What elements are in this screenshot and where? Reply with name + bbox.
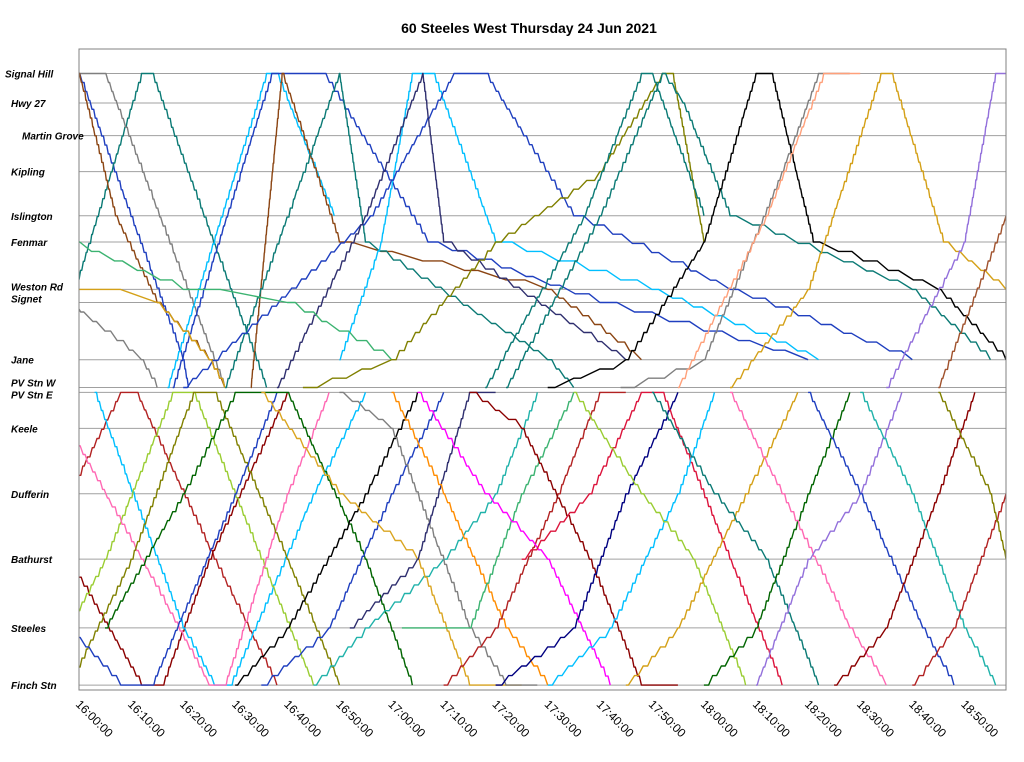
trip-line-39 xyxy=(401,392,575,629)
trip-line-25 xyxy=(79,392,288,686)
trip-line-32 xyxy=(235,392,419,686)
trip-line-17 xyxy=(485,72,705,389)
stop-labels: Signal Hill Hwy 27 Martin Grove Kipling Isli… xyxy=(5,70,84,693)
trip-line-18 xyxy=(620,72,850,389)
trip-line-33 xyxy=(261,392,445,686)
trip-line-34 xyxy=(313,392,538,686)
trip-line-55 xyxy=(912,493,1006,686)
trip-line-53 xyxy=(834,392,976,686)
x-tick-16-10-00: 16:10:00 xyxy=(125,697,168,740)
stop-label-hwy-27: Hwy 27 xyxy=(11,99,46,110)
stop-label-steeles: Steeles xyxy=(11,624,46,635)
stop-label-signal-hill: Signal Hill xyxy=(5,70,54,81)
trip-line-14 xyxy=(79,307,158,388)
stop-label-bathurst: Bathurst xyxy=(11,555,53,566)
trip-line-27 xyxy=(79,391,315,686)
x-tick-16-30-00: 16:30:00 xyxy=(229,697,272,740)
stop-label-fenmar: Fenmar xyxy=(11,238,48,249)
trip-line-38 xyxy=(391,391,549,686)
stop-label-islington: Islington xyxy=(11,212,53,223)
trip-line-12 xyxy=(79,241,393,361)
trip-line-23 xyxy=(938,215,1006,389)
trip-line-45 xyxy=(547,392,716,686)
x-tick-17-20-00: 17:20:00 xyxy=(490,697,533,740)
trip-line-19 xyxy=(547,72,1006,389)
trip-line-31 xyxy=(105,391,413,686)
stop-label-keele: Keele xyxy=(11,424,38,435)
trip-line-1 xyxy=(79,72,190,388)
trip-line-44 xyxy=(521,391,783,686)
trip-line-13 xyxy=(79,288,226,388)
stop-label-weston-rd: Weston Rd xyxy=(11,282,64,293)
trip-line-42 xyxy=(469,391,678,686)
trip-line-28 xyxy=(79,392,330,686)
stop-label-jane: Jane xyxy=(11,356,34,367)
trip-line-5 xyxy=(167,72,335,389)
x-tick-18-30-00: 18:30:00 xyxy=(854,697,897,740)
trip-line-24 xyxy=(79,391,278,686)
x-tick-16-40-00: 16:40:00 xyxy=(281,697,324,740)
trip-line-16 xyxy=(506,72,992,389)
trip-lines xyxy=(79,72,1006,686)
trip-line-40 xyxy=(443,391,626,686)
trip-line-41 xyxy=(417,391,611,686)
trip-line-56 xyxy=(938,391,1006,560)
trip-line-22 xyxy=(886,72,1006,389)
x-tick-labels: 16:00:00 16:10:00 16:20:00 16:30:00 16:40:00… xyxy=(73,697,1001,740)
x-tick-18-00-00: 18:00:00 xyxy=(698,697,741,740)
stop-label-pv-stn-w: PV Stn W xyxy=(11,378,57,389)
x-tick-18-40-00: 18:40:00 xyxy=(906,697,949,740)
trip-line-26 xyxy=(94,391,367,686)
plot-frame xyxy=(78,48,1007,691)
trip-line-21 xyxy=(730,72,1006,389)
trip-line-11 xyxy=(276,72,627,389)
trip-line-54 xyxy=(860,391,997,686)
trip-line-29 xyxy=(79,391,341,686)
stop-label-dufferin: Dufferin xyxy=(11,490,49,501)
trip-line-9 xyxy=(339,72,819,361)
trip-line-51 xyxy=(756,392,903,686)
trip-line-49 xyxy=(703,392,851,686)
x-tick-18-20-00: 18:20:00 xyxy=(802,697,845,740)
chart-title: 60 Steeles West Thursday 24 Jun 2021 xyxy=(401,20,657,36)
gridlines xyxy=(79,73,1006,686)
trip-line-15 xyxy=(302,72,705,389)
x-tick-17-10-00: 17:10:00 xyxy=(437,697,480,740)
trip-line-8 xyxy=(224,72,575,389)
trip-line-35 xyxy=(261,391,522,686)
stop-label-kipling: Kipling xyxy=(11,168,45,179)
trip-line-7 xyxy=(250,72,642,389)
trip-line-43 xyxy=(495,392,679,686)
x-tick-17-30-00: 17:30:00 xyxy=(542,697,585,740)
x-tick-17-50-00: 17:50:00 xyxy=(646,697,689,740)
x-tick-16-00-00: 16:00:00 xyxy=(73,697,116,740)
x-tick-18-50-00: 18:50:00 xyxy=(958,697,1001,740)
stop-label-signet: Signet xyxy=(11,294,42,305)
trip-line-3 xyxy=(79,72,226,388)
trip-line-4 xyxy=(79,72,226,388)
trip-line-2 xyxy=(79,72,268,388)
trip-line-52 xyxy=(808,391,955,686)
stop-label-pv-stn-e: PV Stn E xyxy=(11,390,53,401)
x-tick-16-20-00: 16:20:00 xyxy=(177,697,220,740)
trip-line-47 xyxy=(625,392,799,686)
stop-label-martin-grove: Martin Grove xyxy=(22,132,84,143)
trip-line-36 xyxy=(339,391,538,686)
trip-line-10 xyxy=(183,72,913,389)
trip-line-37 xyxy=(349,391,496,629)
x-tick-17-00-00: 17:00:00 xyxy=(385,697,428,740)
x-tick-17-40-00: 17:40:00 xyxy=(594,697,637,740)
trip-line-50 xyxy=(730,391,887,686)
trip-line-48 xyxy=(651,391,820,686)
x-tick-16-50-00: 16:50:00 xyxy=(333,697,376,740)
trip-line-20 xyxy=(677,72,861,389)
x-tick-18-10-00: 18:10:00 xyxy=(750,697,793,740)
trip-line-30 xyxy=(79,392,278,686)
stop-label-finch-stn: Finch Stn xyxy=(11,681,57,692)
trip-line-46 xyxy=(573,391,747,686)
